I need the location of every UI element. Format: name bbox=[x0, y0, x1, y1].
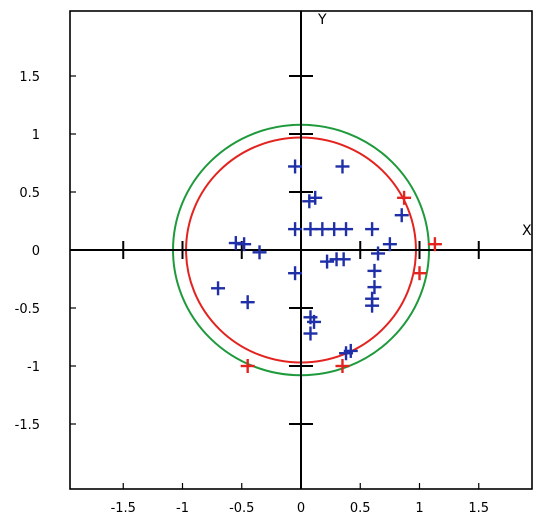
data-point bbox=[367, 280, 382, 295]
data-point bbox=[288, 159, 303, 174]
data-point bbox=[339, 222, 354, 237]
data-point bbox=[335, 359, 350, 373]
x-tick-label: 0 bbox=[297, 501, 305, 516]
x-tick-label: -1.5 bbox=[111, 501, 136, 516]
x-tick-label: 0.5 bbox=[350, 501, 371, 516]
x-tick-label: 1.5 bbox=[468, 501, 489, 516]
data-point bbox=[371, 246, 386, 261]
data-point bbox=[211, 281, 226, 296]
data-point bbox=[394, 208, 409, 223]
data-point bbox=[427, 237, 442, 252]
data-point bbox=[240, 295, 255, 310]
data-point bbox=[365, 298, 380, 313]
x-tick-label: -0.5 bbox=[229, 501, 254, 516]
y-tick-label: -1 bbox=[27, 360, 40, 375]
data-point bbox=[382, 237, 397, 252]
data-point bbox=[252, 245, 267, 260]
data-point bbox=[339, 346, 354, 361]
y-tick-label: 1 bbox=[32, 128, 40, 143]
y-tick-label: 1.5 bbox=[19, 70, 40, 85]
x-tick-label: 1 bbox=[415, 501, 423, 516]
data-point bbox=[397, 190, 412, 205]
data-point bbox=[288, 222, 303, 237]
x-axis-label: X bbox=[522, 223, 532, 239]
data-point bbox=[335, 159, 350, 174]
y-tick-label: 0 bbox=[32, 244, 40, 259]
y-tick-label: -1.5 bbox=[15, 418, 40, 433]
data-point bbox=[365, 222, 380, 237]
y-tick-label: 0.5 bbox=[19, 186, 40, 201]
data-point bbox=[237, 237, 252, 252]
data-point bbox=[303, 222, 318, 237]
axes-layer: -1.5 -1.5 -1 -1 -0.5 -0.5 0 0.5 0.5 1 1 1.5 1.5 0 bbox=[15, 11, 532, 516]
data-point bbox=[302, 194, 317, 209]
data-point bbox=[307, 314, 322, 329]
x-tick-label: -1 bbox=[176, 501, 189, 516]
data-point bbox=[336, 252, 351, 267]
data-point bbox=[327, 222, 342, 237]
data-point bbox=[240, 359, 255, 373]
data-point bbox=[320, 254, 335, 269]
y-tick-label: -0.5 bbox=[15, 302, 40, 317]
data-point bbox=[288, 266, 303, 281]
points-layer bbox=[211, 159, 442, 373]
data-point bbox=[303, 326, 318, 341]
data-point bbox=[412, 266, 427, 281]
data-point bbox=[367, 263, 382, 278]
y-axis-label: Y bbox=[317, 12, 327, 28]
data-point bbox=[315, 222, 330, 237]
